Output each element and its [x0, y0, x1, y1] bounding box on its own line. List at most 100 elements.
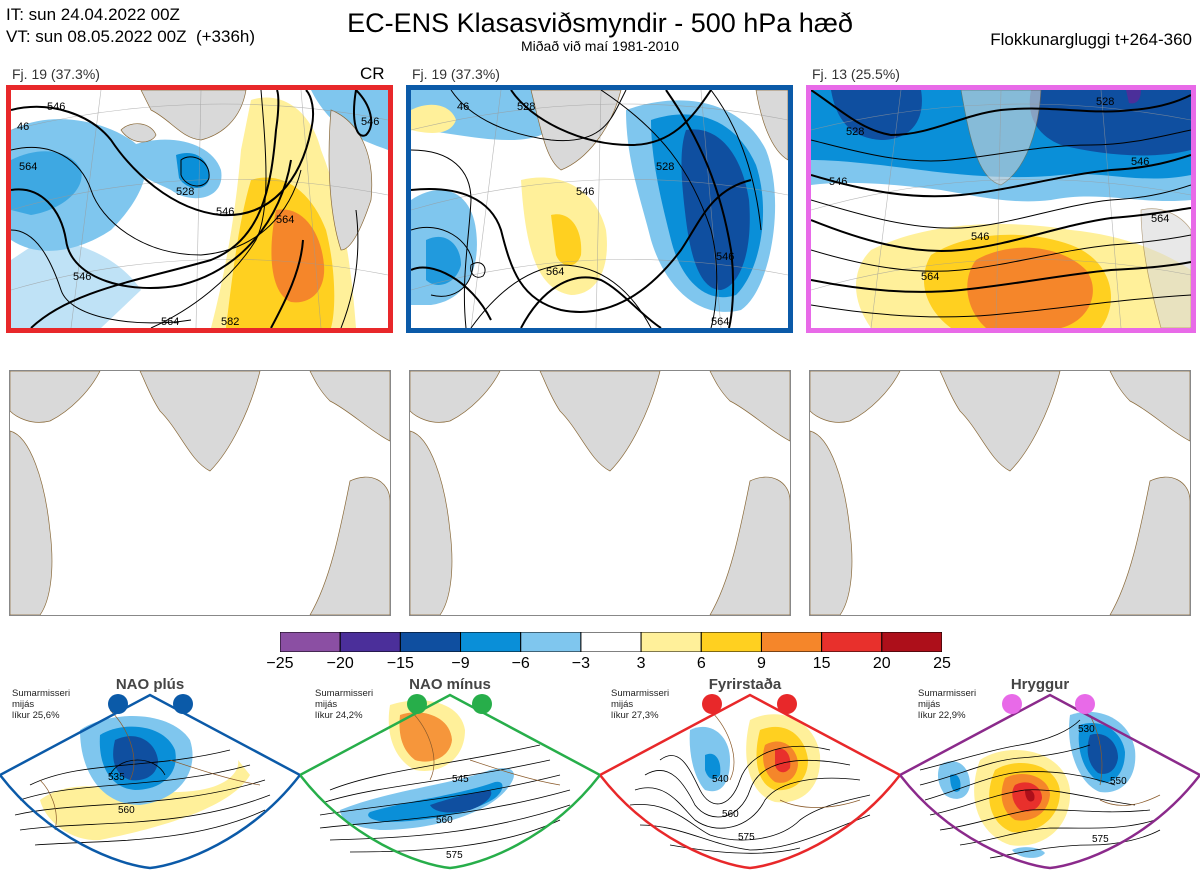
land-arctic-west [10, 371, 101, 423]
regime-season: Sumarmisseri [611, 688, 670, 699]
anomaly-dark-blue-ne [1029, 90, 1191, 156]
regime-freq: mijás [12, 699, 35, 710]
classification-window: Flokkunargluggi t+264-360 [990, 30, 1192, 49]
land-north-america [810, 430, 853, 615]
land-greenland [539, 371, 661, 472]
colorbar-segment [280, 632, 341, 652]
colorbar-segment [580, 632, 642, 652]
anomaly-purple-ne [1126, 90, 1141, 104]
colorbar-segment [640, 632, 702, 652]
chart-subtitle: Miðað við maí 1981-2010 [521, 38, 679, 54]
panel1-regime-tag: CR [360, 64, 385, 83]
header-run-info: IT: sun 24.04.2022 00Z VT: sun 08.05.202… [6, 4, 255, 48]
land-greenland [530, 90, 622, 171]
anomaly-yellow-nw [411, 104, 456, 133]
regime-contour-label: 560 [118, 805, 135, 816]
colorbar [280, 632, 942, 652]
p2-contour-label: 546 [576, 186, 594, 198]
anomaly-light-blue-south [11, 240, 141, 328]
colorbar-tick-label: 3 [636, 655, 646, 672]
regime-season: Sumarmisseri [918, 688, 977, 699]
p2-contour-label: 528 [656, 161, 674, 173]
land-arctic-west [410, 371, 501, 423]
p3-contour-label: 546 [829, 176, 847, 188]
land-europe [1109, 476, 1190, 615]
p3-contour-label: 546 [1131, 156, 1149, 168]
p2-contour-label: 546 [716, 251, 734, 263]
p3-contour-label: 564 [1151, 213, 1169, 225]
land-scandinavia [755, 90, 788, 161]
regime-season: Sumarmisseri [12, 688, 71, 699]
regime-freq: mijás [611, 699, 634, 710]
land-greenland [140, 90, 247, 141]
p1-contour-label: 546 [73, 271, 91, 283]
land-scandinavia [709, 371, 790, 442]
regime-contour-label: 560 [436, 815, 453, 826]
cluster-map-3: 528 546 546 564 546 564 528 [806, 85, 1196, 333]
land-scandinavia [328, 109, 373, 251]
regime-marker-dot [407, 694, 427, 714]
land-scandinavia [309, 371, 390, 442]
p2-contour-label: 564 [711, 316, 729, 328]
empty-map-2 [409, 370, 791, 616]
regime-map-blocking: 540 560 575 [600, 693, 900, 870]
cluster-map-1: 46 546 528 564 546 564 546 564 582 546 [6, 85, 393, 333]
colorbar-segment [399, 632, 462, 652]
colorbar-tick-label: 6 [696, 655, 706, 672]
regime-info-nao-plus: Sumarmisseri mijás líkur 25,6% [12, 688, 70, 721]
regime-contour-label: 575 [738, 832, 755, 843]
colorbar-segment [460, 632, 522, 652]
colorbar-tick-label: 9 [757, 655, 766, 672]
regime-contour-label: 530 [1078, 724, 1095, 735]
colorbar-tick-label: −15 [386, 655, 414, 672]
anomaly-blue-ne [311, 90, 388, 150]
regime-contour-label: 575 [1092, 834, 1109, 845]
panel2-label: Fj. 19 (37.3%) [412, 66, 500, 82]
p1-contour-label: 46 [17, 121, 29, 133]
colorbar-tick-labels: −25 −20 −15 −9 −6 −3 3 6 9 15 20 25 [0, 655, 1200, 675]
regime-likelihood: líkur 25,6% [12, 710, 60, 721]
p1-contour-label: 582 [221, 316, 239, 328]
land-north-america [410, 430, 453, 615]
regime-contour-label: 540 [712, 774, 729, 785]
init-time: IT: sun 24.04.2022 00Z [6, 5, 180, 24]
regime-title-blocking: Fyrirstaða [708, 676, 782, 693]
anomaly-dark-blue-east [681, 129, 750, 290]
colorbar-tick-label: −3 [571, 655, 591, 672]
land-europe [309, 476, 390, 615]
panel1-label: Fj. 19 (37.3%) [12, 66, 100, 82]
colorbar-tick-label: −20 [326, 655, 354, 672]
colorbar-tick-label: 25 [933, 655, 951, 672]
regime-title-nao-plus: NAO plús [115, 676, 185, 693]
colorbar-tick-label: 15 [812, 655, 831, 672]
regime-freq: mijás [918, 699, 941, 710]
valid-time: VT: sun 08.05.2022 00Z (+336h) [6, 27, 256, 46]
p1-contour-label: 546 [47, 101, 65, 113]
regime-title-ridge: Hryggur [1010, 676, 1070, 693]
p3-contour-label: 546 [971, 231, 989, 243]
p2-contour-label: 46 [457, 101, 469, 113]
anomaly-mid-blue-west [11, 151, 82, 215]
land-arctic-west [810, 371, 901, 423]
p3-contour-label: 528 [846, 126, 864, 138]
regime-title-nao-minus: NAO mínus [409, 676, 491, 693]
regime-contour-label: 575 [446, 850, 463, 861]
p1-contour-label: 564 [19, 161, 37, 173]
regime-likelihood: líkur 27,3% [611, 710, 659, 721]
regime-freq: mijás [315, 699, 338, 710]
land-north-america [10, 430, 53, 615]
regime-contour-label: 550 [1110, 776, 1127, 787]
colorbar-segment [760, 632, 823, 652]
regime-info-ridge: Sumarmisseri mijás líkur 22,9% [918, 688, 976, 721]
p2-contour-label: 528 [517, 101, 535, 113]
regime-contour-label: 545 [452, 774, 469, 785]
regime-contour-label: 535 [108, 772, 125, 783]
regime-info-nao-minus: Sumarmisseri mijás líkur 24,2% [315, 688, 373, 721]
regime-likelihood: líkur 24,2% [315, 710, 363, 721]
colorbar-tick-label: −6 [511, 655, 530, 672]
colorbar-segment [881, 632, 942, 652]
p2-contour-label: 564 [546, 266, 564, 278]
regime-marker-dot [173, 694, 193, 714]
p1-contour-label: 546 [216, 206, 234, 218]
land-europe [709, 476, 790, 615]
